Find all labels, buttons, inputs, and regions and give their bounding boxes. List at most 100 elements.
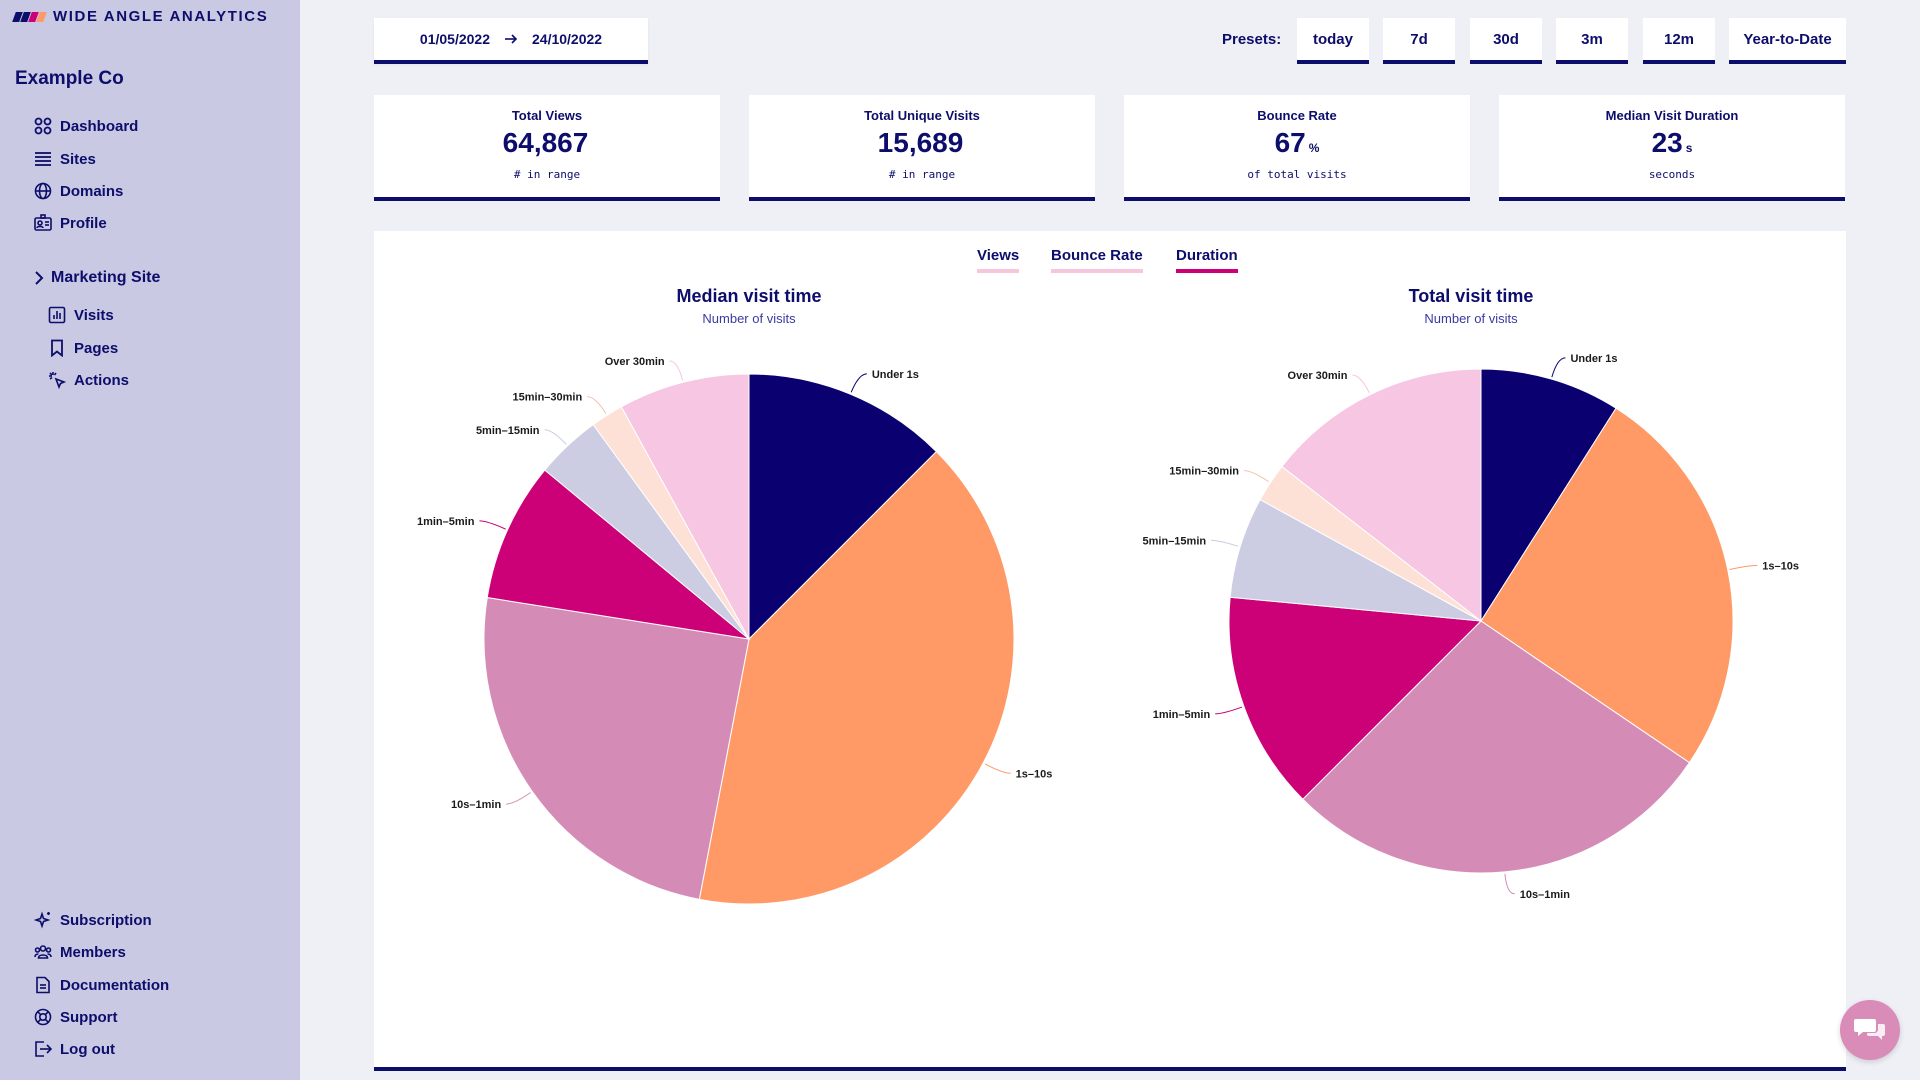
pie-label-15min-30min: 15min–30min xyxy=(513,392,583,404)
chart-title-total: Total visit time xyxy=(1408,286,1534,306)
pie-slice-over-30min[interactable] xyxy=(1281,368,1482,623)
pie-leader-line xyxy=(544,429,567,445)
sidebar-item-label: Subscription xyxy=(60,911,152,929)
document-icon xyxy=(34,976,52,994)
pie-slice-1s-10s[interactable] xyxy=(698,450,1015,905)
date-from[interactable]: 01/05/2022 xyxy=(419,31,490,47)
sidebar-item-label: Members xyxy=(60,943,126,961)
kpi-number: 67 xyxy=(1274,127,1306,158)
list-icon xyxy=(34,150,52,168)
preset-3m-button[interactable]: 3m xyxy=(1556,18,1628,64)
pie-charts: Under 1s 1s–10s 10s–1min 1min–5min 5min–15mi… xyxy=(417,353,1799,905)
pie-slice-1min-5min[interactable] xyxy=(1228,596,1483,800)
id-card-icon xyxy=(34,214,52,232)
kpi-number: 64,867 xyxy=(502,127,589,158)
chart-subtitle-median: Number of visits xyxy=(702,311,796,326)
pie-leader-line xyxy=(1551,357,1566,378)
sidebar-item-label: Actions xyxy=(74,371,130,389)
pie-label-over-30min: Over 30min xyxy=(605,356,665,368)
kpi-subtitle: of total visits xyxy=(1247,168,1347,181)
pie-slice-over-30min[interactable] xyxy=(620,373,750,640)
sidebar: Wide Angle Analytics Example Co Dashboar… xyxy=(0,0,300,1080)
pie-slice-1min-5min[interactable] xyxy=(486,469,751,640)
sidebar-item-actions[interactable]: Actions xyxy=(48,371,129,389)
brand-name: Wide Angle Analytics xyxy=(53,8,269,25)
sidebar-item-label: Pages xyxy=(74,339,119,357)
pie-slice-under-1s[interactable] xyxy=(748,373,938,641)
sidebar-item-dashboard[interactable]: Dashboard xyxy=(34,117,138,135)
organization-name[interactable]: Example Co xyxy=(15,68,124,89)
chat-support-button[interactable] xyxy=(1840,1000,1900,1060)
presets-label: Presets: xyxy=(1222,31,1282,48)
logo-mark-icon xyxy=(12,11,47,22)
pie-slice-under-1s[interactable] xyxy=(1480,368,1617,623)
tab-bounce-rate[interactable]: Bounce Rate xyxy=(1051,247,1143,273)
sidebar-item-visits[interactable]: Visits xyxy=(48,306,114,324)
sidebar-item-subscription[interactable]: Subscription xyxy=(34,911,152,929)
pie-slice-10s-1min[interactable] xyxy=(483,596,750,900)
sidebar-item-label: Support xyxy=(60,1008,118,1026)
pie-slice-1s-10s[interactable] xyxy=(1480,407,1734,764)
preset-30d-button[interactable]: 30d xyxy=(1470,18,1542,64)
kpi-subtitle: seconds xyxy=(1648,168,1696,181)
kpi-title: Median Visit Duration xyxy=(1605,108,1739,123)
kpi-card-unique-visits[interactable]: Total Unique Visits 15,689 # in range xyxy=(749,95,1095,201)
globe-icon xyxy=(34,182,52,200)
chevron-right-icon xyxy=(35,271,44,285)
date-to[interactable]: 24/10/2022 xyxy=(532,31,603,47)
pie-label-1s-10s: 1s–10s xyxy=(1016,768,1053,780)
tab-views[interactable]: Views xyxy=(977,247,1020,273)
chart-title-median: Median visit time xyxy=(676,286,822,306)
pie-slice-10s-1min[interactable] xyxy=(1302,620,1691,874)
pie-label-under-1s: Under 1s xyxy=(1570,353,1617,365)
sidebar-item-logout[interactable]: Log out xyxy=(34,1040,115,1058)
logout-icon xyxy=(34,1040,52,1058)
pie-label-5min-15min: 5min–15min xyxy=(1143,535,1207,547)
sidebar-item-profile[interactable]: Profile xyxy=(34,214,107,232)
kpi-number: 23 xyxy=(1651,127,1683,158)
date-range-picker[interactable]: 01/05/2022 24/10/2022 xyxy=(374,18,648,64)
pie-label-1s-10s: 1s–10s xyxy=(1762,560,1799,572)
sidebar-item-label: Visits xyxy=(74,306,114,324)
sidebar-item-label: Log out xyxy=(60,1040,115,1058)
kpi-card-bounce-rate[interactable]: Bounce Rate 67% of total visits xyxy=(1124,95,1470,201)
brand-logo[interactable]: Wide Angle Analytics xyxy=(12,8,269,25)
kpi-card-median-duration[interactable]: Median Visit Duration 23 s seconds xyxy=(1499,95,1845,201)
sidebar-item-pages[interactable]: Pages xyxy=(48,339,118,357)
kpi-unit: % xyxy=(1308,141,1320,155)
pie-leader-line xyxy=(850,373,867,393)
pie-leader-line xyxy=(1352,374,1370,394)
sidebar-item-members[interactable]: Members xyxy=(34,943,126,961)
lifebuoy-icon xyxy=(34,1008,52,1026)
pie-label-1min-5min: 1min–5min xyxy=(1153,709,1211,721)
sidebar-item-sites[interactable]: Sites xyxy=(34,150,96,168)
tab-duration[interactable]: Duration xyxy=(1176,247,1238,273)
preset-today-button[interactable]: today xyxy=(1297,18,1369,64)
preset-7d-button[interactable]: 7d xyxy=(1383,18,1455,64)
kpi-title: Total Unique Visits xyxy=(864,108,980,123)
pie-leader-line xyxy=(669,360,684,381)
sidebar-item-documentation[interactable]: Documentation xyxy=(34,976,169,994)
kpi-value: 67% xyxy=(1124,127,1470,164)
kpi-value: 15,689 xyxy=(749,127,1095,164)
kpi-value: 64,867 xyxy=(374,127,720,164)
preset-12m-button[interactable]: 12m xyxy=(1643,18,1715,64)
pie-leader-line xyxy=(587,396,607,414)
pie-label-5min-15min: 5min–15min xyxy=(476,425,540,437)
site-group-marketing[interactable]: Marketing Site xyxy=(33,269,160,287)
pie-leader-line xyxy=(984,763,1011,774)
pie-label-15min-30min: 15min–30min xyxy=(1169,466,1239,478)
pie-label-under-1s: Under 1s xyxy=(872,369,919,381)
pie-leader-line xyxy=(1504,873,1515,895)
kpi-subtitle: # in range xyxy=(888,168,956,181)
users-icon xyxy=(34,943,52,961)
kpi-card-total-views[interactable]: Total Views 64,867 # in range xyxy=(374,95,720,201)
dashboard-grid-icon xyxy=(34,117,52,135)
kpi-title: Bounce Rate xyxy=(1257,108,1337,123)
sidebar-item-domains[interactable]: Domains xyxy=(34,182,123,200)
pie-label-10s-1min: 10s–1min xyxy=(451,799,501,811)
sidebar-item-support[interactable]: Support xyxy=(34,1008,118,1026)
kpi-number: 15,689 xyxy=(877,127,964,158)
preset-year-to-date-button[interactable]: Year-to-Date xyxy=(1729,18,1846,64)
pie-leader-line xyxy=(1211,539,1239,547)
